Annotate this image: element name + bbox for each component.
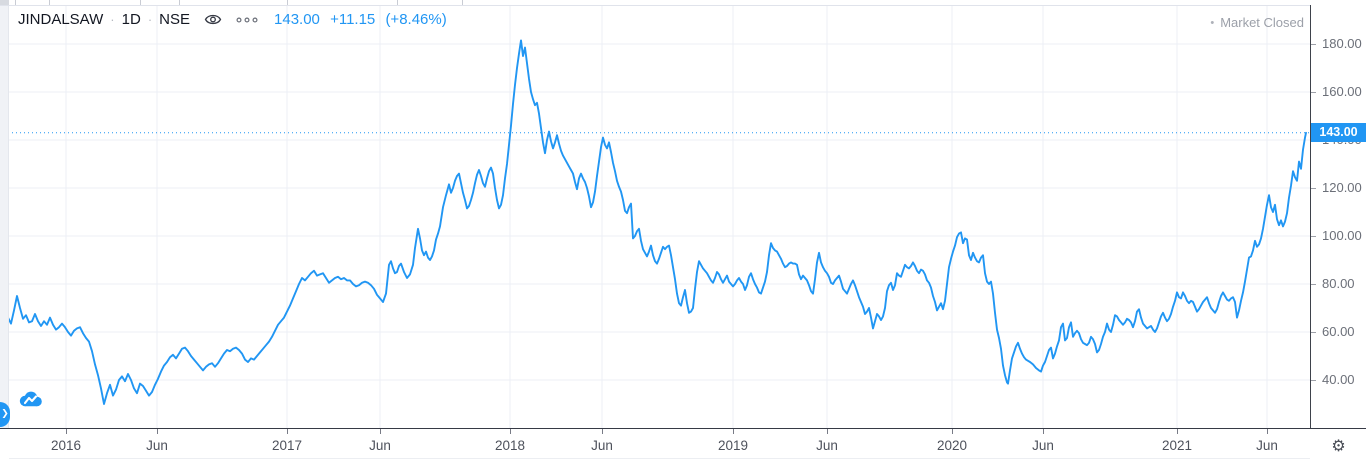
- price-axis-tick: [1311, 92, 1316, 93]
- gear-icon[interactable]: ⚙: [1331, 436, 1346, 455]
- time-axis-tick: [287, 429, 288, 434]
- price-axis-tick: [1311, 284, 1316, 285]
- time-axis-tick: [157, 429, 158, 434]
- market-status-text: Market Closed: [1220, 15, 1304, 30]
- time-axis-label: 2020: [936, 438, 968, 453]
- price-change-pct-text: (+8.46%): [385, 11, 447, 28]
- quote-values: 143.00 +11.15 (+8.46%): [274, 11, 453, 28]
- time-axis-label: Jun: [816, 438, 838, 453]
- time-axis-label: 2018: [494, 438, 526, 453]
- price-axis-tick: [1311, 236, 1316, 237]
- time-axis-tick: [827, 429, 828, 434]
- time-axis-tick: [380, 429, 381, 434]
- time-axis-tick: [733, 429, 734, 434]
- toolbar-separator: [49, 0, 50, 5]
- last-price-badge: 143.00: [1311, 123, 1366, 143]
- eye-icon[interactable]: [204, 13, 222, 26]
- price-axis-label: 40.00: [1322, 372, 1355, 387]
- price-axis[interactable]: 40.0060.0080.00100.00120.00140.00160.001…: [1311, 5, 1366, 428]
- price-line-series: [0, 39, 1307, 405]
- time-axis-tick: [952, 429, 953, 434]
- price-axis-label: 160.00: [1322, 84, 1362, 99]
- time-axis-tick: [1043, 429, 1044, 434]
- toolbar-corner: [0, 0, 9, 5]
- status-dot-icon: •: [1210, 16, 1215, 29]
- interval-label[interactable]: 1D: [121, 11, 141, 28]
- price-axis-label: 180.00: [1322, 36, 1362, 51]
- separator-dot: ·: [147, 12, 153, 27]
- time-axis-label: Jun: [146, 438, 168, 453]
- time-axis-tick: [602, 429, 603, 434]
- time-axis-label: Jun: [1032, 438, 1054, 453]
- symbol-name[interactable]: JINDALSAW: [18, 11, 104, 28]
- toolbar-separator: [397, 0, 398, 5]
- price-axis-border: [1310, 5, 1311, 463]
- price-axis-label: 60.00: [1322, 324, 1355, 339]
- price-axis-tick: [1311, 380, 1316, 381]
- toolbar-separator: [140, 0, 141, 5]
- toolbar-separator: [179, 0, 180, 5]
- time-axis-label: 2017: [271, 438, 303, 453]
- time-axis-tick: [1267, 429, 1268, 434]
- price-axis-label: 100.00: [1322, 228, 1362, 243]
- price-change-text: +11.15: [330, 11, 376, 28]
- time-axis-label: Jun: [1256, 438, 1278, 453]
- toolbar-separator: [462, 0, 463, 5]
- top-toolbar-edge: [0, 0, 1366, 6]
- expand-sidebar-button[interactable]: ❯: [0, 402, 10, 427]
- more-options-icon[interactable]: [236, 17, 258, 23]
- time-axis-label: Jun: [369, 438, 391, 453]
- axis-settings-corner: ⚙: [1311, 429, 1366, 463]
- price-chart-canvas[interactable]: [0, 0, 1310, 428]
- separator-dot: ·: [110, 12, 115, 27]
- time-axis-label: 2019: [717, 438, 749, 453]
- tradingview-logo[interactable]: [17, 390, 44, 410]
- time-axis-tick: [66, 429, 67, 434]
- market-status-badge: • Market Closed: [1210, 15, 1304, 30]
- toolbar-separator: [15, 0, 16, 5]
- price-axis-tick: [1311, 188, 1316, 189]
- price-axis-tick: [1311, 44, 1316, 45]
- time-axis-label: 2021: [1161, 438, 1193, 453]
- price-axis-label: 120.00: [1322, 180, 1362, 195]
- last-price-text: 143.00: [274, 11, 320, 28]
- time-axis-label: Jun: [591, 438, 613, 453]
- time-axis-tick: [1177, 429, 1178, 434]
- price-axis-label: 80.00: [1322, 276, 1355, 291]
- exchange-label[interactable]: NSE: [159, 11, 191, 28]
- time-axis-label: 2016: [50, 438, 82, 453]
- time-axis-tick: [510, 429, 511, 434]
- time-axis[interactable]: 2016 Jun 2017 Jun 2018 Jun 2019 Jun 2020 Jun 2021 J…: [0, 428, 1366, 463]
- left-toolbar-edge: [0, 6, 9, 463]
- chart-legend: JINDALSAW · 1D · NSE 143.00 +11.15 (+8.4…: [18, 11, 453, 28]
- axis-bottom-edge: [9, 458, 1310, 459]
- toolbar-separator: [287, 0, 288, 5]
- price-axis-tick: [1311, 332, 1316, 333]
